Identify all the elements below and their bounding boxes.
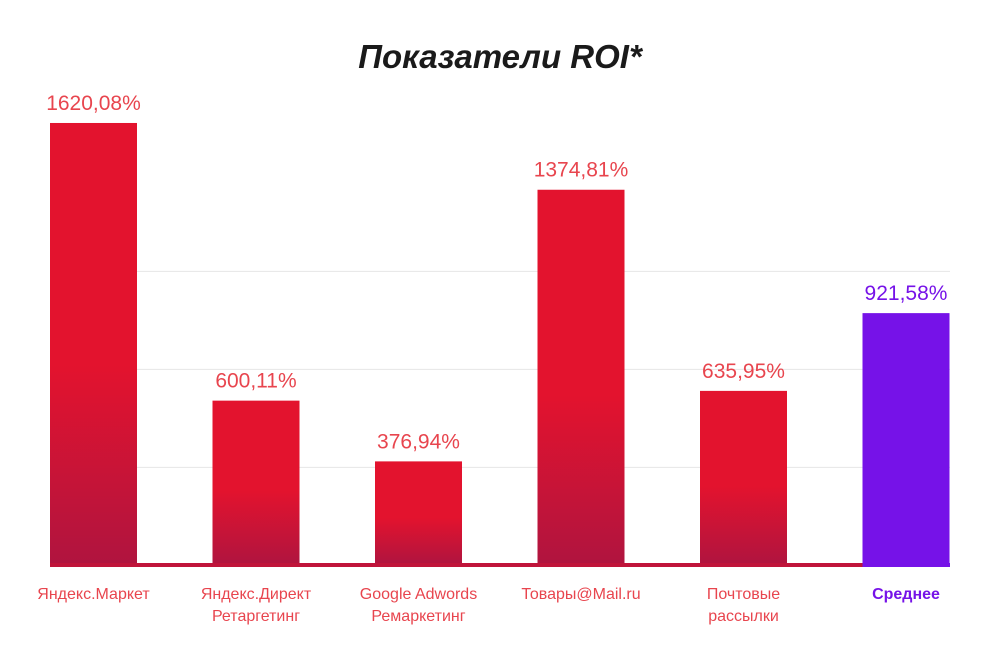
chart-title: Показатели ROI*	[358, 38, 642, 75]
category-label: Почтовые	[707, 586, 780, 603]
baseline-bar-average	[862, 563, 950, 567]
category-label: Яндекс.Директ	[201, 586, 312, 603]
grid-lines	[50, 270, 950, 468]
value-label: 1374,81%	[534, 159, 629, 182]
bar	[50, 122, 137, 565]
baseline	[50, 563, 950, 567]
bar	[375, 461, 462, 564]
bars	[50, 122, 950, 565]
bar	[212, 400, 300, 564]
value-label: 921,58%	[865, 282, 948, 305]
value-label: 600,11%	[215, 370, 296, 393]
category-label: Товары@Mail.ru	[521, 586, 640, 603]
category-labels: Яндекс.Маркет Яндекс.Директ Ретаргетинг Goo…	[37, 586, 940, 625]
category-label: Среднее	[872, 586, 940, 603]
bar-average	[862, 313, 950, 564]
value-label: 635,95%	[702, 360, 785, 383]
category-label: Google Adwords	[360, 586, 477, 603]
category-label: Ремаркетинг	[371, 608, 465, 625]
value-labels: 1620,08% 600,11% 376,94% 1374,81% 635,95% 921…	[46, 92, 947, 453]
baseline-bar	[50, 563, 863, 567]
category-label: Ретаргетинг	[212, 608, 300, 625]
value-label: 1620,08%	[46, 92, 141, 115]
category-label: рассылки	[708, 608, 779, 625]
category-label: Яндекс.Маркет	[37, 586, 150, 603]
value-label: 376,94%	[377, 430, 460, 453]
bar	[537, 189, 625, 565]
bar	[700, 390, 787, 564]
